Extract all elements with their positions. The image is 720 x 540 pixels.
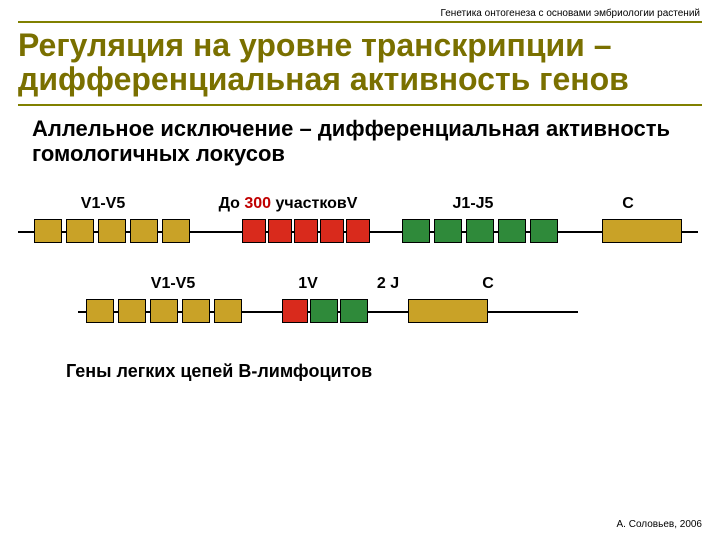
gene-block	[602, 219, 682, 243]
gene-block	[214, 299, 242, 323]
gene-block	[340, 299, 368, 323]
footer-credit: А. Соловьев, 2006	[617, 519, 703, 530]
gene-block	[408, 299, 488, 323]
row2-labels: V1-V5 1V 2 J C	[78, 275, 578, 293]
gene-block	[118, 299, 146, 323]
row1-label-j: J1-J5	[388, 195, 558, 213]
row1-label-c: C	[558, 195, 698, 213]
row2-label-1v: 1V	[268, 275, 348, 293]
row2-label-v: V1-V5	[78, 275, 268, 293]
gene-block	[182, 299, 210, 323]
slide-subtitle: Аллельное исключение – дифференциальная …	[18, 116, 702, 167]
gene-row-2	[78, 299, 578, 325]
gene-block	[242, 219, 266, 243]
gene-block	[320, 219, 344, 243]
gene-block	[268, 219, 292, 243]
gene-block	[402, 219, 430, 243]
gene-block	[282, 299, 308, 323]
slide-title: Регуляция на уровне транскрипции – диффе…	[18, 21, 702, 106]
gene-block	[498, 219, 526, 243]
gene-block	[434, 219, 462, 243]
gene-block	[86, 299, 114, 323]
gene-row-1	[18, 219, 698, 245]
gene-block	[130, 219, 158, 243]
gene-block	[34, 219, 62, 243]
gene-block	[310, 299, 338, 323]
gene-block	[66, 219, 94, 243]
gene-block	[162, 219, 190, 243]
gene-block	[294, 219, 318, 243]
caption: Гены легких цепей В-лимфоцитов	[18, 361, 702, 382]
course-header: Генетика онтогенеза с основами эмбриолог…	[18, 8, 702, 19]
gene-block	[466, 219, 494, 243]
gene-block	[150, 299, 178, 323]
row2-label-2j: 2 J	[348, 275, 428, 293]
gene-block	[530, 219, 558, 243]
row2-label-c: C	[428, 275, 548, 293]
gene-block	[98, 219, 126, 243]
row1-labels: V1-V5 До 300 участковV J1-J5 C	[18, 195, 702, 213]
row1-label-v: V1-V5	[18, 195, 188, 213]
row1-label-300v: До 300 участковV	[188, 195, 388, 213]
gene-block	[346, 219, 370, 243]
